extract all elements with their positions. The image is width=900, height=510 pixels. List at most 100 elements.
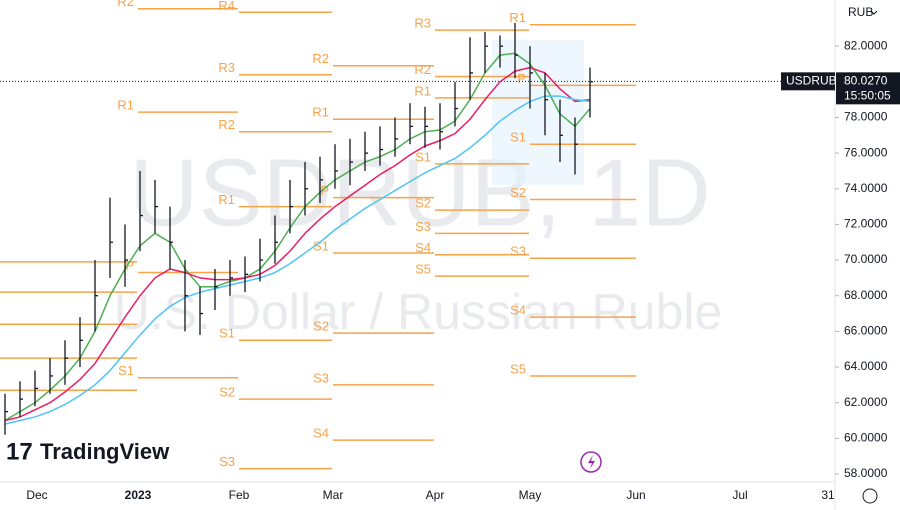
ohlc-bar (349, 138, 353, 186)
ohlc-bar (199, 286, 203, 335)
pivot-label: S3 (219, 454, 235, 469)
pivot-label: S4 (415, 240, 431, 255)
pivot-label: S4 (510, 303, 526, 318)
x-tick-label: Apr (426, 488, 445, 502)
ohlc-bar (544, 72, 548, 136)
ohlc-bar (64, 340, 68, 385)
watermark-title: USDRUB, 1D (129, 139, 710, 246)
pivot-label: S3 (510, 244, 526, 259)
pivot-label: S1 (118, 363, 134, 378)
ohlc-bar (289, 179, 293, 234)
pivot-label: S2 (415, 196, 431, 211)
pivot-label: S2 (510, 185, 526, 200)
ohlc-bar (484, 31, 488, 73)
pivot-label: S1 (219, 326, 235, 341)
ohlc-bar (109, 197, 113, 278)
ohlc-bar (139, 170, 143, 252)
pivot-label: R1 (218, 192, 235, 207)
ohlc-bar (574, 117, 578, 175)
pivot-label: S2 (219, 385, 235, 400)
pivot-label: S3 (415, 219, 431, 234)
x-tick-label: Mar (323, 488, 344, 502)
y-tick-label: 58.0000 (844, 466, 888, 480)
pivot-label: S5 (415, 262, 431, 277)
pivot-label: R2 (117, 0, 134, 9)
ohlc-bar (304, 162, 308, 216)
ohlc-bar (259, 238, 263, 282)
settings-icon[interactable] (862, 488, 878, 504)
x-tick-label: Dec (26, 488, 47, 502)
ohlc-bar (394, 117, 398, 157)
ohlc-bar (424, 106, 428, 148)
y-tick-label: 64.0000 (844, 359, 888, 373)
currency[interactable]: RUB (848, 5, 873, 19)
symbol-label: USDRUB (786, 74, 837, 88)
pivot-label: R1 (509, 10, 526, 25)
moving-average (4, 95, 591, 425)
ohlc-bar (4, 393, 8, 435)
pivot-label: S1 (313, 238, 329, 253)
moving-average (4, 66, 591, 422)
ohlc-bar (274, 215, 278, 264)
ohlc-bar (529, 46, 533, 109)
pivot-label: R3 (414, 16, 431, 31)
pivot-label: S3 (313, 370, 329, 385)
pivot-label: R2 (414, 62, 431, 77)
x-tick-label: Jun (626, 488, 645, 502)
ohlc-bar (34, 370, 38, 407)
pivot-label: S1 (415, 149, 431, 164)
y-tick-label: 74.0000 (844, 181, 888, 195)
price-box (836, 72, 900, 105)
ohlc-bar (79, 317, 83, 368)
pivot-label: P (320, 183, 329, 198)
x-tick-label: 31 (821, 488, 835, 502)
ohlc-bar (559, 99, 563, 163)
x-tick-label: 2023 (125, 488, 152, 502)
y-tick-label: 70.0000 (844, 252, 888, 266)
event-bolt[interactable] (588, 455, 595, 469)
ohlc-bar (589, 67, 593, 118)
pivot-label: S5 (510, 361, 526, 376)
ohlc-bar (499, 35, 503, 68)
y-tick-label: 78.0000 (844, 110, 888, 124)
ohlc-bar (514, 22, 518, 79)
y-tick-label: 82.0000 (844, 38, 888, 52)
brand: TradingView (40, 439, 170, 464)
pivot-label: R1 (312, 105, 329, 120)
ohlc-bar (169, 206, 173, 269)
ohlc-bar (244, 256, 248, 293)
x-tick-label: May (519, 488, 542, 502)
x-tick-label: Jul (732, 488, 747, 502)
ohlc-bar (364, 131, 368, 171)
pivot-label: R4 (218, 0, 235, 13)
pivot-label: S4 (313, 426, 329, 441)
y-tick-label: 66.0000 (844, 324, 888, 338)
ohlc-bar (154, 179, 158, 234)
ohlc-bar (409, 103, 413, 145)
y-tick-label: 62.0000 (844, 395, 888, 409)
time-label: 15:50:05 (844, 89, 891, 103)
pivot-label: P (125, 258, 134, 273)
event-icon[interactable] (580, 451, 602, 473)
logo-mark: 17 (6, 438, 33, 465)
pivot-label: R3 (218, 60, 235, 75)
ohlc-bar (49, 358, 53, 394)
y-tick-label: 72.0000 (844, 217, 888, 231)
ohlc-bar (454, 81, 458, 127)
ohlc-bar (439, 103, 443, 150)
y-tick-label: 60.0000 (844, 430, 888, 444)
currency-caret[interactable] (870, 10, 878, 15)
logo: 17 TradingView (6, 438, 170, 465)
x-tick-label: Feb (229, 488, 250, 502)
ohlc-bar (94, 260, 98, 332)
volume-profile-box (492, 40, 584, 185)
price-label: 80.0270 (844, 74, 888, 88)
pivot-label: R2 (312, 51, 329, 66)
y-tick-label: 76.0000 (844, 145, 888, 159)
ohlc-bar (184, 260, 188, 332)
y-tick-label: 68.0000 (844, 288, 888, 302)
pivot-label: R1 (414, 83, 431, 98)
ohlc-bar (379, 126, 383, 166)
